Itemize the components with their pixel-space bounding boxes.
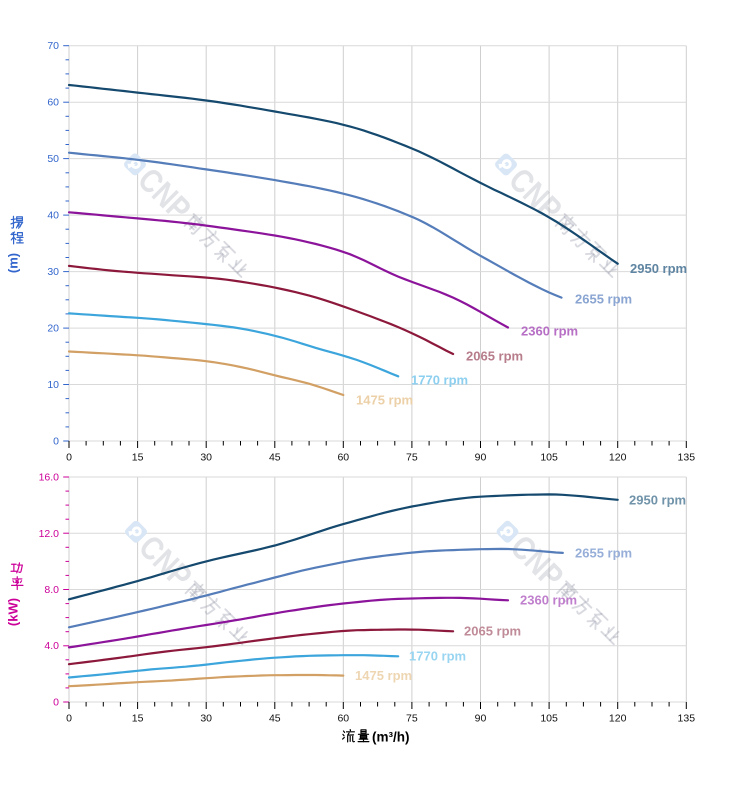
svg-text:1770 rpm: 1770 rpm xyxy=(409,649,466,664)
svg-text:10: 10 xyxy=(47,379,59,391)
svg-text:30: 30 xyxy=(200,713,212,725)
svg-text:40: 40 xyxy=(47,210,59,222)
svg-text:45: 45 xyxy=(269,713,281,725)
svg-text:60: 60 xyxy=(337,452,349,464)
svg-text:30: 30 xyxy=(200,452,212,464)
svg-text:75: 75 xyxy=(406,713,418,725)
svg-text:120: 120 xyxy=(609,452,627,464)
svg-text:2655 rpm: 2655 rpm xyxy=(575,546,632,561)
svg-text:2655 rpm: 2655 rpm xyxy=(575,292,632,307)
svg-text:2360 rpm: 2360 rpm xyxy=(521,324,578,339)
svg-text:0: 0 xyxy=(66,713,72,725)
svg-text:50: 50 xyxy=(47,153,59,165)
svg-text:2065 rpm: 2065 rpm xyxy=(464,624,521,639)
svg-text:105: 105 xyxy=(540,452,558,464)
svg-text:15: 15 xyxy=(132,713,144,725)
svg-text:1475 rpm: 1475 rpm xyxy=(355,668,412,683)
svg-text:0: 0 xyxy=(66,452,72,464)
svg-text:60: 60 xyxy=(47,97,59,109)
svg-text:16.0: 16.0 xyxy=(39,472,60,484)
svg-text:12.0: 12.0 xyxy=(39,528,60,540)
svg-text:2950 rpm: 2950 rpm xyxy=(630,261,687,276)
svg-text:0: 0 xyxy=(53,697,59,709)
svg-text:(kW): (kW) xyxy=(6,598,21,626)
svg-text:30: 30 xyxy=(47,266,59,278)
svg-text:2950 rpm: 2950 rpm xyxy=(629,493,686,508)
svg-text:120: 120 xyxy=(609,713,627,725)
svg-text:90: 90 xyxy=(475,452,487,464)
svg-text:20: 20 xyxy=(47,323,59,335)
svg-text:15: 15 xyxy=(132,452,144,464)
svg-text:90: 90 xyxy=(475,713,487,725)
svg-text:60: 60 xyxy=(337,713,349,725)
svg-text:8.0: 8.0 xyxy=(44,584,59,596)
svg-text:1475 rpm: 1475 rpm xyxy=(356,393,413,408)
svg-text:4.0: 4.0 xyxy=(44,640,59,652)
svg-text:135: 135 xyxy=(678,713,696,725)
svg-text:1770 rpm: 1770 rpm xyxy=(411,373,468,388)
svg-text:(m³/h): (m³/h) xyxy=(372,729,410,744)
svg-text:0: 0 xyxy=(53,436,59,448)
svg-text:2360 rpm: 2360 rpm xyxy=(520,593,577,608)
svg-text:75: 75 xyxy=(406,452,418,464)
svg-text:45: 45 xyxy=(269,452,281,464)
svg-text:105: 105 xyxy=(540,713,558,725)
svg-text:135: 135 xyxy=(678,452,696,464)
svg-text:(m): (m) xyxy=(6,253,21,273)
svg-text:2065 rpm: 2065 rpm xyxy=(466,349,523,364)
svg-text:70: 70 xyxy=(47,40,59,52)
